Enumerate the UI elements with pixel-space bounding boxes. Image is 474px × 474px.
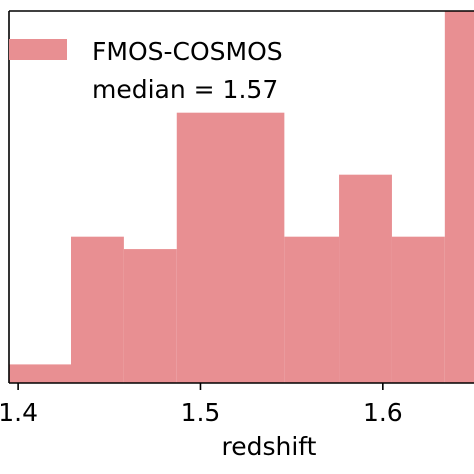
legend-series-label: FMOS-COSMOS <box>92 37 283 66</box>
x-ticks: 1.4 1.5 1.6 <box>0 383 403 427</box>
histogram-bar-6 <box>339 174 392 383</box>
histogram-bar-8 <box>444 11 474 383</box>
axes <box>8 10 474 384</box>
x-axis-label: redshift <box>222 432 317 461</box>
x-tick-label: 1.5 <box>181 398 221 427</box>
histogram-bars <box>9 11 474 384</box>
legend-median-text: median = 1.57 <box>92 75 278 104</box>
histogram-bar-7 <box>391 236 445 383</box>
histogram-bar-2 <box>71 236 124 383</box>
legend-swatch <box>9 39 67 60</box>
x-tick-label: 1.4 <box>0 398 38 427</box>
histogram-bar-1 <box>9 364 71 383</box>
x-tick-label: 1.6 <box>363 398 403 427</box>
histogram-bar-5 <box>284 236 340 383</box>
legend: FMOS-COSMOS median = 1.57 <box>9 37 283 104</box>
histogram-bar-3 <box>123 249 177 383</box>
histogram-bar-4 <box>176 112 285 384</box>
